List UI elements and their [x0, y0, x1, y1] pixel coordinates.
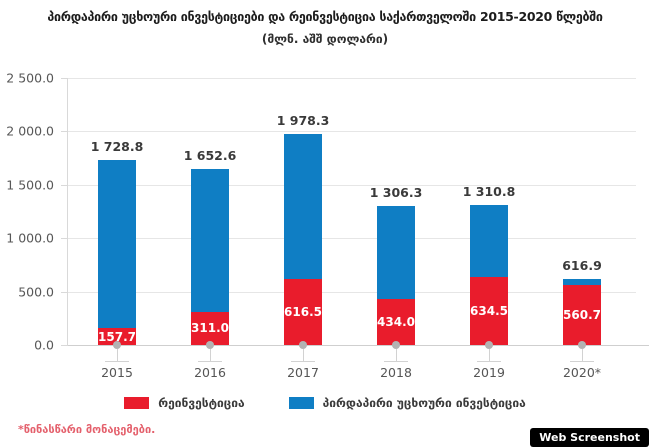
bar-segment-reinvestment-2015: 157.7 [98, 328, 136, 345]
bar-segment-fdi-2018 [377, 205, 415, 299]
ytick-mark-1500 [61, 184, 68, 186]
leader-crossbar-2017 [291, 361, 315, 362]
axis-dot-2015 [113, 341, 121, 349]
year-label-2017: 2017 [287, 365, 319, 380]
leader-line-2018 [396, 349, 397, 361]
leader-line-2020* [582, 349, 583, 361]
leader-line-2015 [117, 349, 118, 361]
bar-2016: 311.0 1 652.6 [184, 148, 236, 345]
leader-crossbar-2019 [477, 361, 501, 362]
gridline-2500 [68, 78, 636, 79]
web-screenshot-badge: Web Screenshot [530, 428, 649, 447]
bar-2015: 157.7 1 728.8 [91, 139, 143, 345]
gridline-1500 [68, 184, 636, 186]
gridline-2000 [68, 131, 636, 133]
ytick-mark-1000 [61, 238, 68, 240]
ytick-mark-2500 [61, 78, 68, 79]
bar-segment-fdi-2016 [191, 168, 229, 312]
bar-segment-reinvestment-2019: 634.5 [470, 277, 508, 345]
bar-segment-fdi-2020* [563, 279, 601, 286]
bar-segment-reinvestment-2017: 616.5 [284, 279, 322, 345]
bar-2020*: 560.7 616.9 [562, 258, 602, 345]
year-label-2016: 2016 [194, 365, 226, 380]
legend-label-1: პირდაპირი უცხოური ინვესტიცია [322, 396, 526, 410]
ytick-label-1500: 1 500.0 [6, 177, 54, 193]
chart-title: პირდაპირი უცხოური ინვესტიციები და რეინვე… [47, 9, 603, 24]
bar-2018: 434.0 1 306.3 [370, 185, 422, 345]
axis-dot-2019 [485, 341, 493, 349]
legend-item-1: პირდაპირი უცხოური ინვესტიცია [288, 396, 526, 410]
ytick-mark-500 [61, 291, 68, 293]
bar-total-label-2019: 1 310.8 [462, 184, 516, 200]
ytick-mark-0 [61, 345, 68, 346]
legend-item-0: რეინვესტიცია [124, 396, 245, 410]
chart-subtitle: (მლნ. აშშ დოლარი) [261, 32, 389, 46]
axis-dot-2016 [206, 341, 214, 349]
bar-segment-fdi-2015 [98, 160, 136, 329]
ytick-label-0: 0.0 [34, 337, 54, 353]
bar-segment-fdi-2019 [470, 205, 508, 278]
bar-total-label-2018: 1 306.3 [369, 184, 423, 200]
leader-line-2019 [489, 349, 490, 361]
ytick-label-1000: 1 000.0 [6, 230, 54, 246]
legend-swatch-0 [124, 397, 150, 409]
axis-dot-2017 [299, 341, 307, 349]
year-label-2020*: 2020* [562, 365, 602, 380]
bar-segment-reinvestment-2018: 434.0 [377, 298, 415, 345]
ytick-label-500: 500.0 [18, 284, 54, 300]
bar-segment-fdi-2017 [284, 133, 322, 280]
leader-line-2016 [210, 349, 211, 361]
leader-line-2017 [303, 349, 304, 361]
gridline-0 [61, 345, 649, 346]
axis-dot-2020* [578, 341, 586, 349]
year-label-2018: 2018 [380, 365, 412, 380]
chart-footnote: *წინასწარი მონაცემები. [18, 423, 156, 436]
bar-segment-reinvestment-2020*: 560.7 [563, 285, 601, 345]
gridline-1000 [68, 238, 636, 240]
chart-legend: რეინვესტიცია პირდაპირი უცხოური ინვესტიცია [0, 396, 650, 410]
bar-total-label-2016: 1 652.6 [183, 147, 237, 163]
chart-plot-area: 0.0 500.0 1 000.0 1 500.0 2 000.0 2 500.0 157.… [6, 71, 649, 380]
ytick-label-2000: 2 000.0 [6, 123, 54, 139]
bar-total-label-2015: 1 728.8 [90, 139, 144, 155]
ytick-label-2500: 2 500.0 [6, 70, 54, 86]
bar-2019: 634.5 1 310.8 [463, 184, 515, 345]
gridline-500 [68, 291, 636, 293]
leader-crossbar-2020* [570, 361, 594, 362]
bar-total-label-2020*: 616.9 [562, 258, 602, 274]
year-label-2015: 2015 [101, 365, 133, 380]
bar-segment-reinvestment-2016: 311.0 [191, 311, 229, 345]
ytick-mark-2000 [61, 131, 68, 133]
leader-crossbar-2016 [198, 361, 222, 362]
bar-total-label-2017: 1 978.3 [276, 112, 330, 128]
bar-2017: 616.5 1 978.3 [277, 113, 329, 345]
axis-dot-2018 [392, 341, 400, 349]
leader-crossbar-2018 [384, 361, 408, 362]
legend-label-0: რეინვესტიცია [158, 396, 245, 410]
leader-crossbar-2015 [105, 361, 129, 362]
year-label-2019: 2019 [473, 365, 505, 380]
legend-swatch-1 [288, 397, 314, 409]
